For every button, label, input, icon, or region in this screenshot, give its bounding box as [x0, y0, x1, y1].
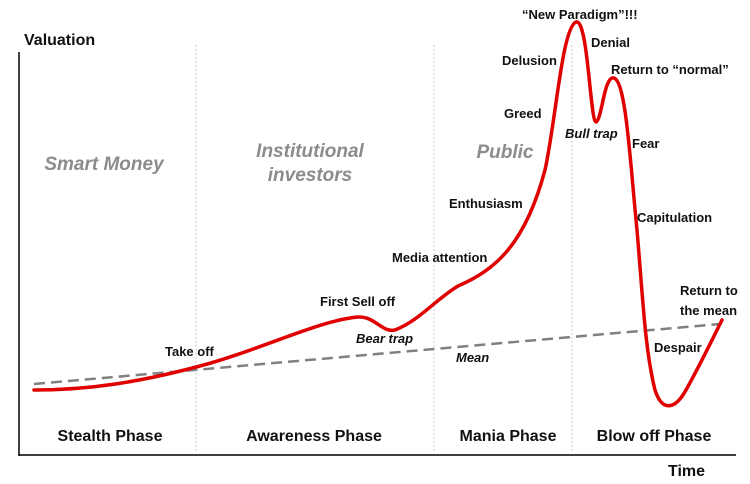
- phase-stealth: Stealth Phase: [58, 428, 163, 445]
- phase-blow-off: Blow off Phase: [597, 428, 712, 445]
- label-greed: Greed: [504, 106, 542, 121]
- label-bear-trap: Bear trap: [356, 331, 413, 346]
- label-return-to-normal: Return to “normal”: [611, 62, 729, 77]
- label-return-to-mean-line2: the mean: [680, 303, 737, 318]
- label-capitulation: Capitulation: [637, 210, 712, 225]
- phase-awareness: Awareness Phase: [246, 428, 382, 445]
- label-despair: Despair: [654, 340, 702, 355]
- x-axis-title: Time: [668, 463, 705, 480]
- label-mean: Mean: [456, 350, 489, 365]
- label-denial: Denial: [591, 35, 630, 50]
- label-take-off: Take off: [165, 344, 215, 359]
- phase-mania: Mania Phase: [460, 428, 557, 445]
- label-fear: Fear: [632, 136, 659, 151]
- group-institutional-line2: investors: [268, 165, 352, 186]
- label-first-sell-off: First Sell off: [320, 294, 396, 309]
- label-enthusiasm: Enthusiasm: [449, 196, 523, 211]
- group-institutional-line1: Institutional: [256, 141, 364, 162]
- label-new-paradigm: “New Paradigm”!!!: [522, 7, 638, 22]
- group-public: Public: [476, 142, 533, 163]
- group-smart-money: Smart Money: [44, 154, 165, 175]
- bubble-curve: [32, 20, 724, 408]
- label-media-attention: Media attention: [392, 250, 487, 265]
- label-return-to-mean-line1: Return to: [680, 283, 738, 298]
- label-delusion: Delusion: [502, 53, 557, 68]
- mean-line: [33, 322, 721, 386]
- label-bull-trap: Bull trap: [565, 126, 618, 141]
- y-axis-title: Valuation: [24, 32, 95, 49]
